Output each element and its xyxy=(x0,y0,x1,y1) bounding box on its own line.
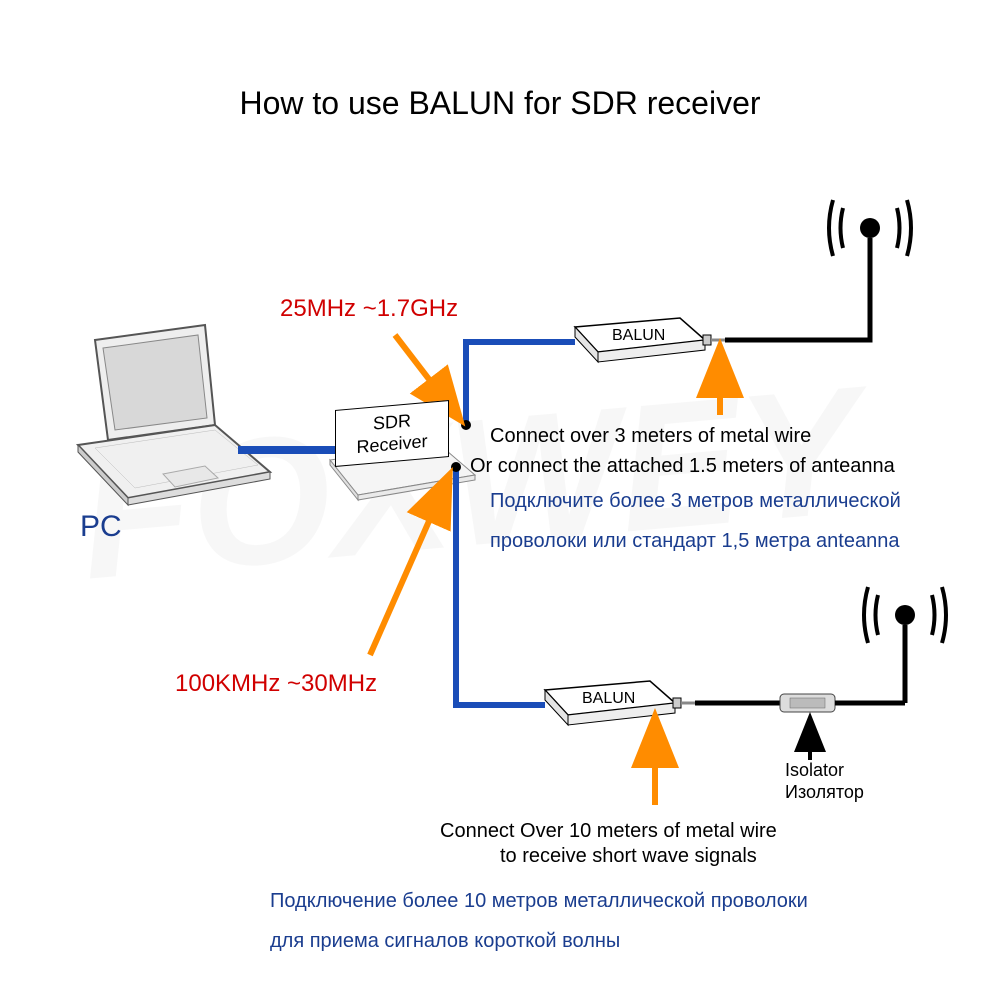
antenna-2 xyxy=(864,587,946,643)
instr-top-en2: Or connect the attached 1.5 meters of an… xyxy=(470,455,895,478)
isolator-ru: Изолятор xyxy=(785,782,864,803)
svg-text:BALUN: BALUN xyxy=(582,690,635,707)
watermark: FOXWEY xyxy=(72,346,867,620)
pc-label: PC xyxy=(80,510,122,544)
svg-text:BALUN: BALUN xyxy=(612,327,665,344)
sdr-label: SDRReceiver xyxy=(356,409,427,458)
isolator-en: Isolator xyxy=(785,760,844,781)
sdr-box: SDRReceiver xyxy=(335,400,449,467)
balun-box-1: BALUN xyxy=(575,318,725,362)
instr-top-en1: Connect over 3 meters of metal wire xyxy=(490,425,811,448)
balun-box-2: BALUN xyxy=(545,681,695,725)
instr-bottom-ru2: для приема сигналов короткой волны xyxy=(270,930,620,953)
laptop-icon xyxy=(78,325,270,505)
wire-1 xyxy=(725,238,870,340)
isolator-icon xyxy=(780,694,835,712)
cable-top xyxy=(466,342,575,425)
antenna-1 xyxy=(829,200,911,256)
instr-bottom-en1: Connect Over 10 meters of metal wire xyxy=(440,820,777,843)
instr-bottom-ru1: Подключение более 10 метров металлическо… xyxy=(270,890,808,913)
instr-top-ru1: Подключите более 3 метров металлической xyxy=(490,490,901,513)
instr-bottom-en2: to receive short wave signals xyxy=(500,845,757,868)
instr-top-ru2: проволоки или стандарт 1,5 метра anteann… xyxy=(490,530,899,553)
title: How to use BALUN for SDR receiver xyxy=(0,85,1000,122)
arrow-freq-low xyxy=(370,478,448,655)
freq-low-label: 100KMHz ~30MHz xyxy=(175,670,377,698)
freq-high-label: 25MHz ~1.7GHz xyxy=(280,295,458,323)
